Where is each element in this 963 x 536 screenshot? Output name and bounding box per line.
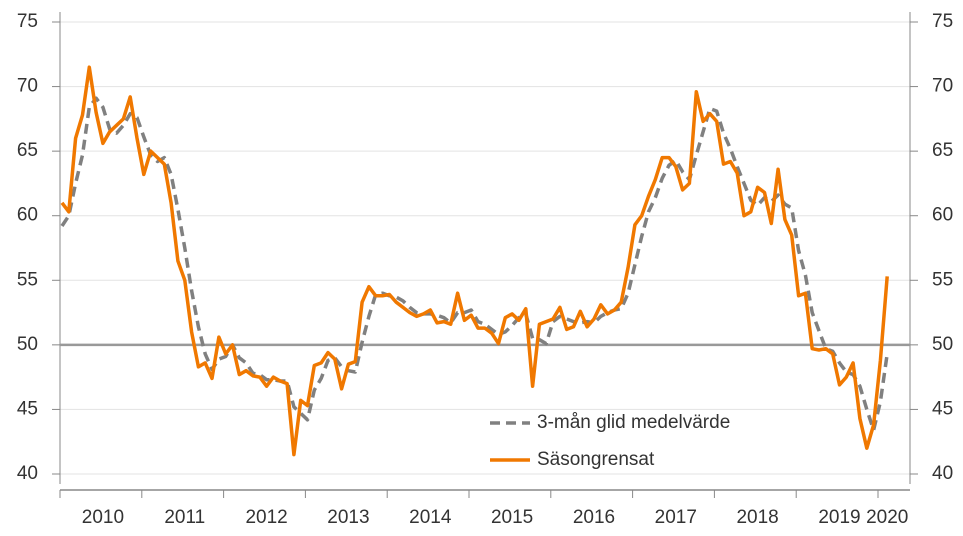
legend-label: 3-mån glid medelvärde — [537, 412, 730, 433]
y-tick-label: 55 — [17, 269, 38, 290]
series-line — [60, 65, 889, 457]
y-tick-label: 40 — [17, 463, 38, 484]
x-tick-label: 2017 — [655, 507, 697, 528]
y2-tick-label: 50 — [932, 334, 953, 355]
x-tick-label: 2012 — [245, 507, 287, 528]
y2-tick-label: 45 — [932, 398, 953, 419]
legend-label: Säsongrensat — [537, 449, 655, 470]
y2-tick-label: 75 — [932, 11, 953, 32]
x-tick-label: 2011 — [164, 507, 205, 528]
x-tick-label: 2013 — [327, 507, 369, 528]
x-tick-label: 2016 — [573, 507, 615, 528]
x-tick-label: 2020 — [866, 507, 908, 528]
y2-tick-label: 55 — [932, 269, 953, 290]
y2-tick-label: 40 — [932, 463, 953, 484]
x-tick-label: 2018 — [736, 507, 778, 528]
x-tick-label: 2010 — [82, 507, 124, 528]
y-tick-label: 45 — [17, 398, 38, 419]
y-tick-label: 75 — [17, 11, 38, 32]
y-tick-label: 50 — [17, 334, 38, 355]
x-tick-label: 2014 — [409, 507, 452, 528]
y-tick-label: 65 — [17, 140, 38, 161]
series-line — [60, 96, 889, 432]
y2-tick-label: 60 — [932, 205, 953, 226]
x-tick-label: 2015 — [491, 507, 533, 528]
y2-tick-label: 65 — [932, 140, 953, 161]
y-tick-label: 70 — [17, 76, 38, 97]
x-tick-label: 2019 — [818, 507, 860, 528]
y-tick-label: 60 — [17, 205, 38, 226]
y2-tick-label: 70 — [932, 76, 953, 97]
